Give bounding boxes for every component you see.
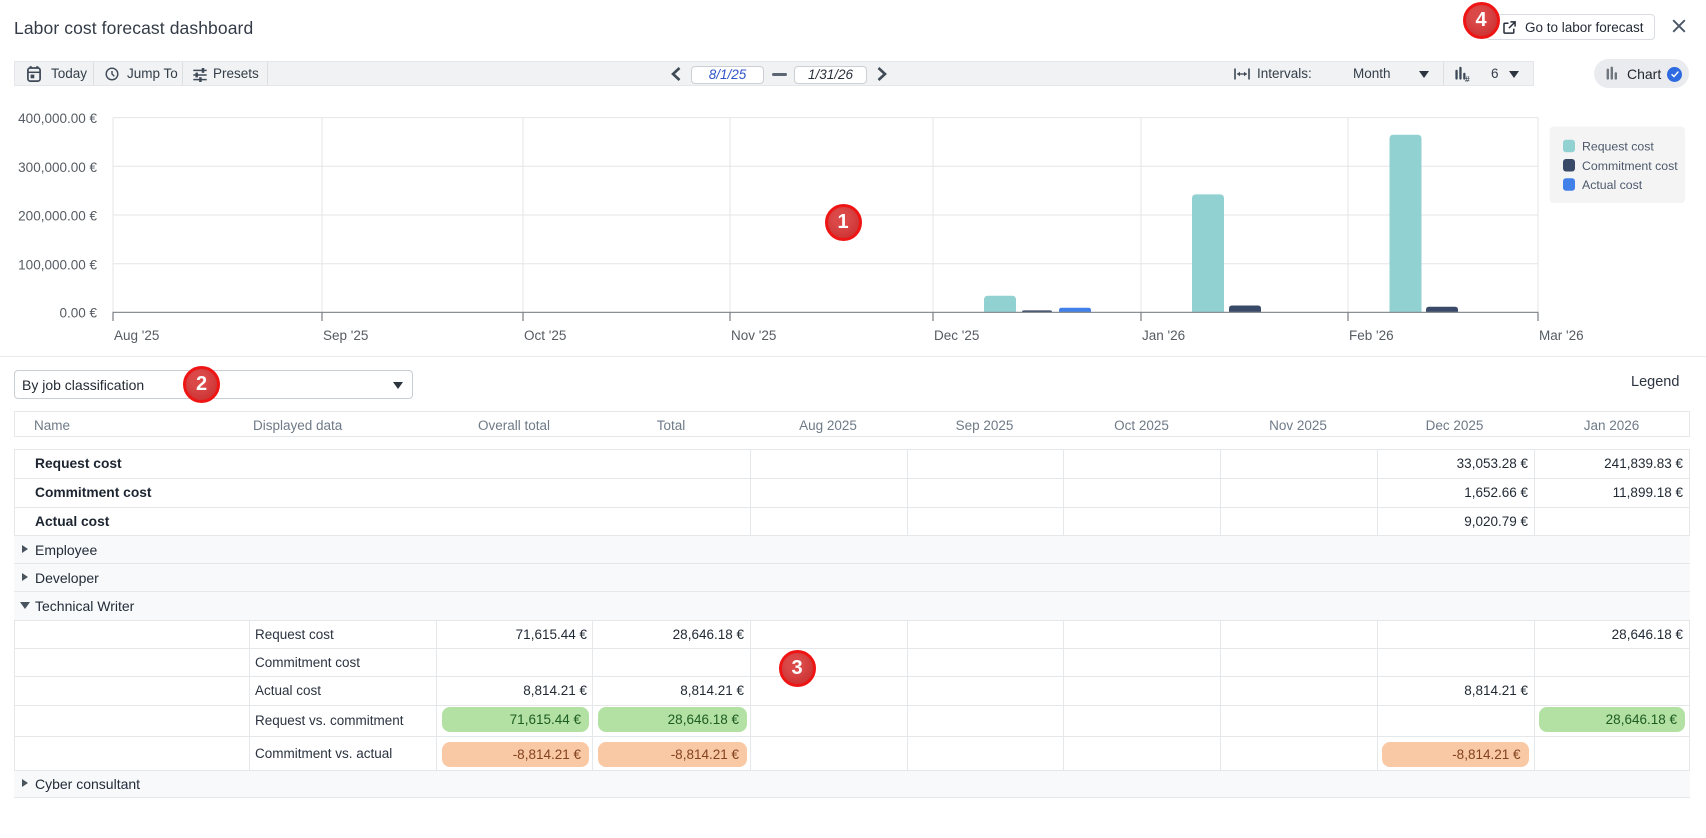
svg-text:Mar '26: Mar '26 [1539, 328, 1584, 343]
svg-text:Actual cost: Actual cost [1582, 178, 1643, 192]
svg-text:Feb '26: Feb '26 [1349, 328, 1394, 343]
svg-text:200,000.00 €: 200,000.00 € [18, 209, 97, 224]
svg-text:Dec '25: Dec '25 [934, 328, 979, 343]
svg-text:Aug '25: Aug '25 [114, 328, 159, 343]
svg-text:400,000.00 €: 400,000.00 € [18, 111, 97, 126]
svg-text:Sep '25: Sep '25 [323, 328, 368, 343]
svg-text:Nov '25: Nov '25 [731, 328, 776, 343]
svg-text:300,000.00 €: 300,000.00 € [18, 160, 97, 175]
svg-text:Oct '25: Oct '25 [524, 328, 566, 343]
svg-text:Request cost: Request cost [1582, 139, 1654, 153]
svg-text:#: # [1465, 74, 1470, 82]
svg-text:100,000.00 €: 100,000.00 € [18, 257, 97, 272]
svg-text:0.00 €: 0.00 € [59, 306, 97, 321]
svg-text:Jan '26: Jan '26 [1142, 328, 1185, 343]
svg-text:Commitment cost: Commitment cost [1582, 159, 1678, 173]
